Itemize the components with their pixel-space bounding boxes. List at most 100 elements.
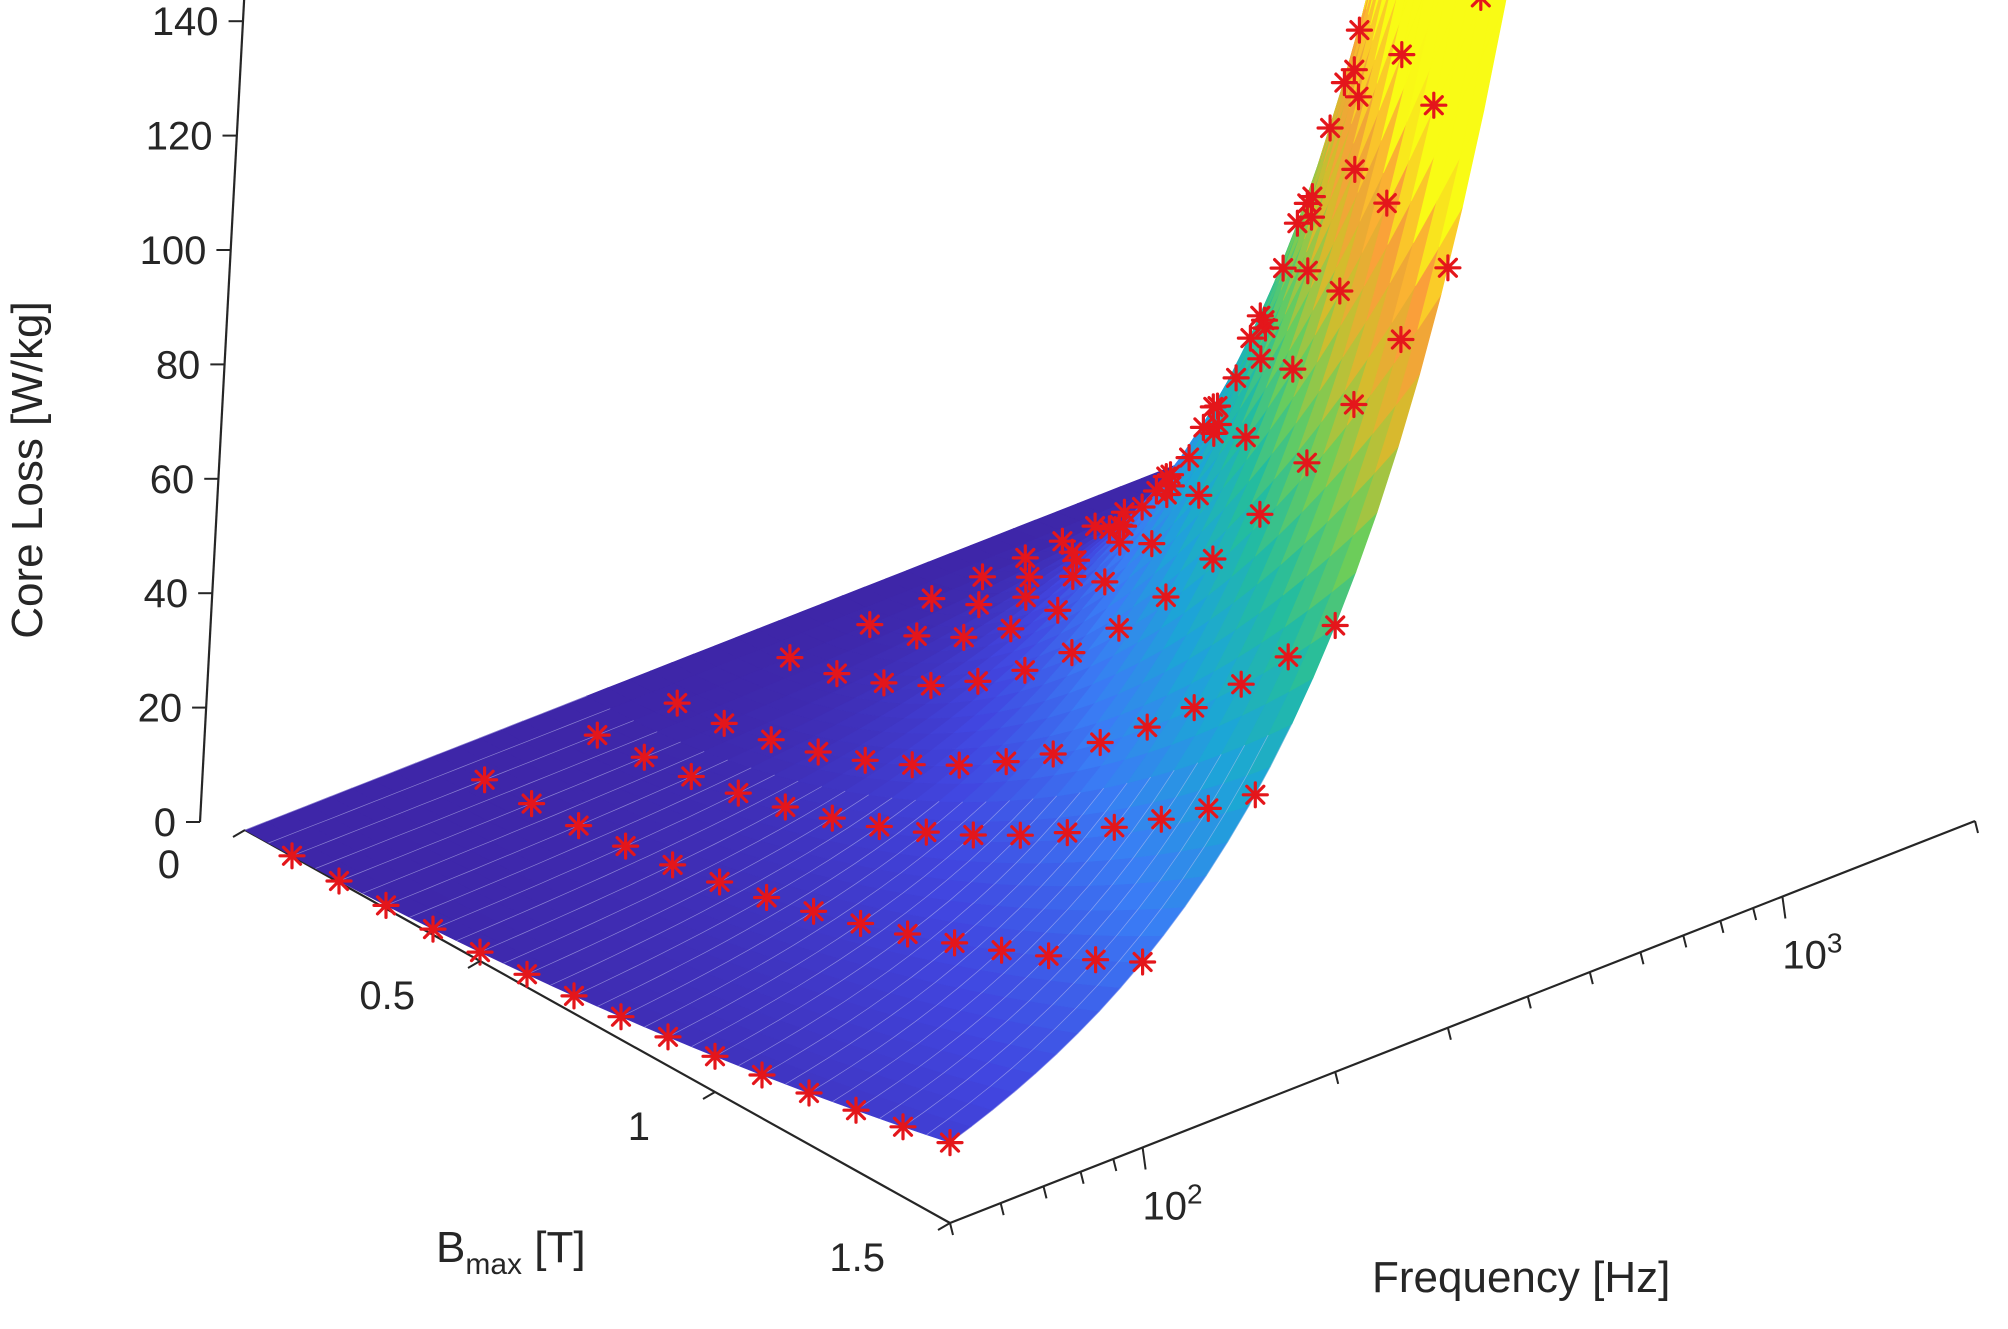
measured-point-marker — [950, 623, 978, 651]
measured-point-marker-stroke — [1235, 427, 1256, 448]
measured-point-marker — [1110, 498, 1139, 526]
surface-mesh-line — [902, 744, 1246, 1128]
measured-point-marker — [1274, 643, 1302, 671]
surface-patch — [1400, 0, 1408, 20]
axes-lines — [198, 0, 1976, 1225]
measured-point-marker-stroke — [1132, 951, 1153, 973]
surface-mesh-line — [315, 731, 658, 869]
z-tick-label: 80 — [156, 343, 201, 387]
measured-markers — [278, 0, 1491, 1157]
surface-mesh-line — [620, 801, 963, 1018]
measured-point-marker-stroke — [1437, 257, 1459, 278]
measured-point-marker — [724, 779, 752, 807]
measured-point-marker-stroke — [568, 815, 589, 836]
b-axis-line — [244, 829, 951, 1224]
measured-point-marker-stroke — [1319, 117, 1341, 139]
surface-mesh-line — [808, 776, 1151, 1094]
measured-point-marker-stroke — [1108, 618, 1130, 639]
measured-point-marker — [870, 669, 898, 697]
measured-point-marker-stroke — [1061, 642, 1083, 663]
measured-point-marker — [945, 751, 973, 779]
measured-point-marker-stroke — [873, 672, 895, 694]
measured-point-marker — [748, 1061, 776, 1089]
measured-point-marker — [1373, 189, 1401, 217]
measured-point-marker — [1236, 324, 1265, 352]
measured-point-marker — [1294, 257, 1322, 285]
measured-point-marker — [1204, 410, 1233, 439]
x-axis-label: Frequency [Hz] — [1372, 1253, 1670, 1302]
measured-point-marker-stroke — [920, 675, 942, 696]
surface-patch — [1453, 0, 1459, 12]
measured-point-marker — [583, 721, 611, 749]
surface-mesh-line — [432, 774, 775, 930]
measured-point-marker-stroke — [1296, 452, 1318, 473]
measured-point-marker — [1269, 254, 1297, 282]
measured-point-marker-stroke — [859, 614, 880, 635]
measured-point-marker-stroke — [1391, 44, 1412, 65]
measured-point-marker-stroke — [1250, 348, 1271, 369]
measured-point-marker-stroke — [1151, 809, 1172, 830]
surface-mesh-line — [879, 754, 1222, 1119]
surface-mesh-line — [550, 797, 893, 986]
measured-point-marker-stroke — [1104, 817, 1125, 838]
b-tick-mark — [937, 1222, 951, 1231]
surface-patch — [1455, 0, 1481, 59]
measured-point-marker-stroke — [610, 1006, 632, 1027]
measured-point-marker — [1330, 68, 1359, 97]
surface-patch — [1376, 0, 1406, 84]
measured-point-marker-stroke — [728, 782, 749, 804]
measured-point-marker-stroke — [1184, 697, 1205, 718]
measured-point-marker-stroke — [1062, 566, 1083, 587]
measured-point-marker — [1100, 813, 1128, 841]
measured-point-marker-stroke — [798, 1082, 820, 1104]
measured-point-marker — [804, 738, 832, 766]
measured-point-marker — [1293, 449, 1321, 477]
measured-point-marker — [710, 709, 738, 738]
measured-point-marker-stroke — [1015, 547, 1036, 569]
measured-point-marker-stroke — [1272, 258, 1294, 279]
measured-point-marker-stroke — [1043, 743, 1064, 765]
z-tick-label: 140 — [152, 0, 219, 44]
measured-point-marker-stroke — [1343, 394, 1365, 415]
measured-point-marker — [1194, 794, 1222, 823]
measured-point-marker — [1152, 583, 1180, 611]
b-tick-mark — [232, 829, 246, 838]
surface-patch — [1363, 0, 1367, 10]
measured-point-marker — [1283, 209, 1312, 237]
measured-point-marker — [1316, 114, 1344, 142]
measured-point-marker-stroke — [375, 895, 397, 916]
measured-point-marker — [1185, 481, 1213, 509]
measured-point-marker — [771, 793, 799, 821]
frequency-tick-mark — [1974, 820, 1979, 834]
measured-point-marker-stroke — [1014, 660, 1036, 681]
b-tick-label: 0 — [158, 843, 180, 887]
measured-point-marker-stroke — [991, 940, 1012, 961]
measured-point-marker — [992, 747, 1020, 776]
surface-mesh-line — [597, 801, 940, 1007]
measured-point-marker-stroke — [1287, 213, 1308, 234]
frequency-tick-mark — [1588, 971, 1594, 985]
surface-mesh — [244, 0, 1507, 1143]
measured-point-marker-stroke — [1423, 95, 1444, 116]
measured-point-marker — [564, 811, 593, 840]
measured-point-marker — [1246, 500, 1274, 528]
frequency-axis-line — [949, 819, 1976, 1225]
measured-point-marker — [1105, 614, 1133, 642]
measured-point-marker — [917, 671, 945, 700]
measured-point-marker-stroke — [1282, 359, 1303, 380]
measured-point-marker — [1222, 364, 1250, 392]
measured-point-marker — [818, 804, 846, 832]
measured-point-marker — [607, 1003, 635, 1031]
surface-mesh-line — [526, 794, 869, 975]
surface-patch — [1370, 0, 1379, 26]
measured-point-marker — [776, 643, 804, 672]
frequency-tick-mark — [1719, 920, 1725, 934]
measured-point-marker-stroke — [1114, 502, 1135, 523]
measured-point-marker — [851, 746, 879, 774]
measured-point-marker-stroke — [1156, 466, 1177, 487]
frequency-tick-mark — [1112, 1158, 1118, 1172]
surface-mesh-line — [832, 770, 1175, 1102]
measured-point-marker — [1321, 611, 1349, 640]
measured-point-marker — [1175, 444, 1203, 472]
